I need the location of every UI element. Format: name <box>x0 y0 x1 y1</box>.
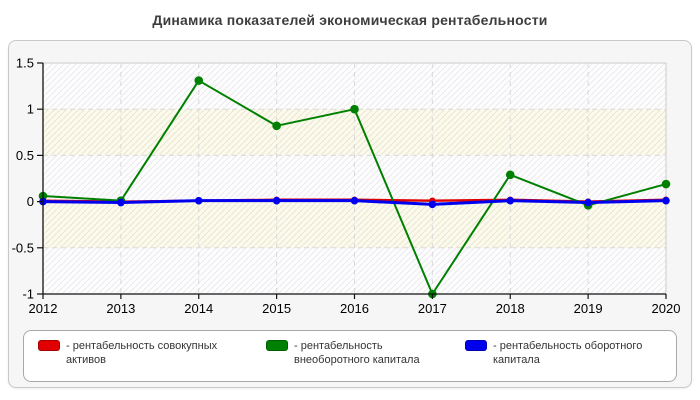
series-point-2 <box>350 196 359 205</box>
legend-swatch-red <box>38 340 60 351</box>
x-tick-label: 2014 <box>184 301 213 316</box>
legend-swatch-green <box>266 340 288 351</box>
series-point-2 <box>584 198 592 207</box>
chart-card: 1.5 1 0.5 0 -0.5 -1 2012 2013 2014 2015 2016 2017 20… <box>8 40 692 388</box>
legend-entry-working-capital: - рентабельность оборотного капитала <box>465 339 673 368</box>
y-tick-label: 1.5 <box>16 56 34 71</box>
series-point-2 <box>662 196 670 205</box>
x-tick-label: 2012 <box>29 301 58 316</box>
y-tick-label: 0.5 <box>16 148 34 163</box>
legend-entry-total-assets: - рентабельность совокупных активов <box>38 339 234 368</box>
x-tick-label: 2015 <box>262 301 291 316</box>
series-point-1 <box>661 179 671 189</box>
y-tick-label: -0.5 <box>12 240 34 255</box>
series-point-1 <box>505 170 515 180</box>
y-tick-label: 1 <box>27 102 34 117</box>
y-tick-label: -1 <box>22 287 34 302</box>
series-point-2 <box>428 200 437 209</box>
series-point-1 <box>272 121 281 131</box>
legend-label-total-assets: - рентабельность совокупных активов <box>66 340 218 367</box>
x-tick-label: 2018 <box>496 301 525 316</box>
page-title: Динамика показателей экономическая рента… <box>152 12 548 28</box>
x-tick-label: 2017 <box>418 301 447 316</box>
x-tick-label: 2013 <box>106 301 135 316</box>
y-tick-label: 0 <box>27 194 34 209</box>
series-point-2 <box>194 196 203 205</box>
series-point-2 <box>506 196 515 205</box>
legend-box: - рентабельность совокупных активов - ре… <box>23 330 677 382</box>
x-tick-label: 2019 <box>574 301 603 316</box>
legend-swatch-blue <box>465 340 487 351</box>
legend-label-working-capital: - рентабельность оборотного капитала <box>493 340 643 367</box>
x-tick-label: 2016 <box>340 301 369 316</box>
series-point-1 <box>194 76 204 85</box>
legend-label-noncurrent-capital: - рентабельность внеоборотного капитала <box>294 340 420 367</box>
x-tick-label: 2020 <box>652 301 681 316</box>
series-point-2 <box>272 196 281 205</box>
series-point-2 <box>117 198 125 207</box>
series-point-1 <box>350 104 359 114</box>
legend-entry-noncurrent-capital: - рентабельность внеоборотного капитала <box>266 339 444 368</box>
